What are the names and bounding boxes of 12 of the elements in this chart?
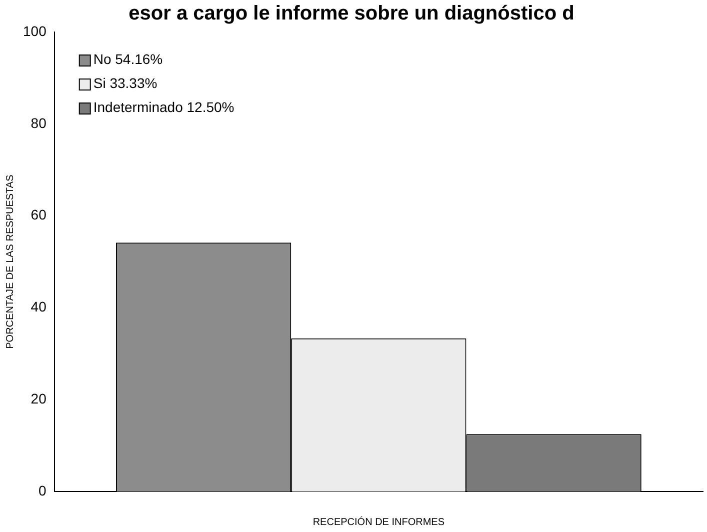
x-axis-title: RECEPCIÓN DE INFORMES: [312, 516, 445, 528]
legend-label: No 54.16%: [93, 50, 163, 67]
y-tick-label: 20: [30, 390, 47, 407]
y-tick-label: 100: [23, 22, 47, 39]
y-tick-label: 80: [30, 114, 47, 131]
legend-label: Indeterminado 12.50%: [93, 98, 234, 115]
y-tick-label: 40: [30, 298, 47, 315]
chart-title: esor a cargo le informe sobre un diagnóstico d: [128, 2, 574, 25]
legend-label: Si 33.33%: [93, 74, 158, 91]
y-axis-title: PORCENTAJE DE LAS RESPUESTAS: [4, 174, 16, 349]
y-tick-label: 60: [30, 206, 47, 223]
y-tick-label: 0: [38, 482, 47, 498]
